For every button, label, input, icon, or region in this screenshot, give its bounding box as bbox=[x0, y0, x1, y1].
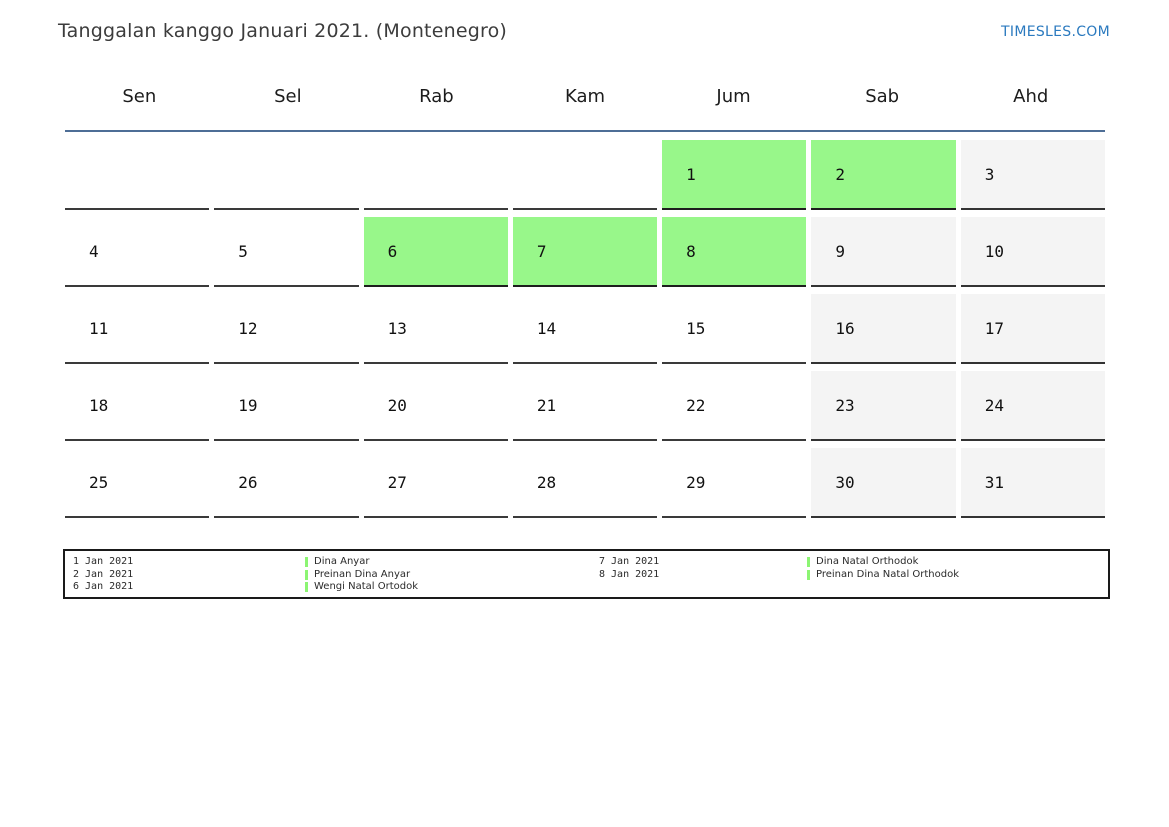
legend-date: 6 Jan 2021 bbox=[73, 581, 134, 593]
day-cell: 26 bbox=[214, 448, 359, 518]
holiday-marker-icon bbox=[305, 582, 308, 593]
legend-holiday-label: Dina Natal Orthodok bbox=[816, 556, 919, 567]
day-cell-empty bbox=[65, 140, 210, 210]
day-cell-empty bbox=[512, 140, 658, 210]
day-cell: 18 bbox=[65, 371, 210, 441]
day-cell: 29 bbox=[662, 448, 807, 518]
legend-holiday-label: Preinan Dina Anyar bbox=[314, 568, 411, 580]
legend-holiday-label: Dina Anyar bbox=[314, 556, 370, 567]
month-grid: 1 2 3 4 5 6 7 8 9 10 11 12 13 14 15 16 17 18 19 20 21 22 23 24 2… bbox=[65, 140, 1105, 518]
weekday-header-kam: Kam bbox=[564, 86, 606, 107]
weekday-header-jum: Jum bbox=[716, 86, 751, 107]
day-cell-weekend: 24 bbox=[960, 371, 1105, 441]
day-cell: 28 bbox=[512, 448, 658, 518]
legend-date: 7 Jan 2021 bbox=[599, 556, 660, 567]
weekday-header-ahd: Ahd bbox=[1013, 86, 1049, 107]
day-cell: 14 bbox=[512, 294, 658, 364]
day-cell-weekend: 30 bbox=[811, 448, 956, 518]
legend-holiday-name: Preinan Dina Anyar bbox=[305, 569, 599, 582]
day-cell-holiday: 1 bbox=[662, 140, 807, 210]
legend-date: 1 Jan 2021 bbox=[73, 556, 134, 567]
day-cell-weekend: 31 bbox=[960, 448, 1105, 518]
day-cell: 4 bbox=[65, 217, 210, 287]
legend-holiday-name: Dina Natal Orthodok bbox=[807, 556, 1100, 569]
legend-holiday-name: Preinan Dina Natal Orthodok bbox=[807, 569, 1100, 582]
holiday-marker-icon bbox=[305, 557, 308, 568]
legend-holiday-name: Dina Anyar bbox=[305, 556, 599, 569]
day-cell-holiday: 6 bbox=[363, 217, 508, 287]
day-cell-empty bbox=[363, 140, 508, 210]
day-cell-holiday: 7 bbox=[512, 217, 658, 287]
holiday-marker-icon bbox=[305, 569, 308, 580]
weekday-header-sel: Sel bbox=[274, 86, 302, 107]
day-cell: 15 bbox=[662, 294, 807, 364]
day-cell: 11 bbox=[65, 294, 210, 364]
day-cell-weekend: 9 bbox=[811, 217, 956, 287]
day-cell: 27 bbox=[363, 448, 508, 518]
day-cell: 20 bbox=[363, 371, 508, 441]
day-cell-holiday: 8 bbox=[662, 217, 807, 287]
holiday-marker-icon bbox=[807, 557, 810, 568]
day-cell: 5 bbox=[214, 217, 359, 287]
day-cell-weekend: 17 bbox=[960, 294, 1105, 364]
weekday-header-sab: Sab bbox=[865, 86, 900, 107]
holiday-legend: 1 Jan 2021 Dina Anyar 2 Jan 2021 Preinan Di… bbox=[63, 549, 1110, 599]
day-cell-empty bbox=[214, 140, 359, 210]
day-cell: 12 bbox=[214, 294, 359, 364]
day-cell: 21 bbox=[512, 371, 658, 441]
holiday-marker-icon bbox=[807, 569, 810, 580]
page-title: Tanggalan kanggo Januari 2021. (Monteneg… bbox=[58, 20, 508, 42]
site-link[interactable]: TIMESLES.COM bbox=[1001, 24, 1110, 40]
day-cell: 13 bbox=[363, 294, 508, 364]
legend-date: 2 Jan 2021 bbox=[73, 568, 134, 580]
day-cell: 25 bbox=[65, 448, 210, 518]
legend-holiday-label: Wengi Natal Ortodok bbox=[314, 581, 418, 593]
day-cell: 19 bbox=[214, 371, 359, 441]
weekday-header-sen: Sen bbox=[122, 86, 157, 107]
legend-holiday-label: Preinan Dina Natal Orthodok bbox=[816, 568, 960, 580]
weekday-header-rab: Rab bbox=[419, 86, 454, 107]
weekday-header-row: Sen Sel Rab Kam Jum Sab Ahd bbox=[65, 80, 1105, 132]
day-cell-holiday: 2 bbox=[811, 140, 956, 210]
day-cell-weekend: 3 bbox=[960, 140, 1105, 210]
day-cell-weekend: 23 bbox=[811, 371, 956, 441]
legend-holiday-name: Wengi Natal Ortodok bbox=[305, 581, 599, 594]
legend-date: 8 Jan 2021 bbox=[599, 568, 660, 580]
day-cell-weekend: 16 bbox=[811, 294, 956, 364]
day-cell-weekend: 10 bbox=[960, 217, 1105, 287]
day-cell: 22 bbox=[662, 371, 807, 441]
